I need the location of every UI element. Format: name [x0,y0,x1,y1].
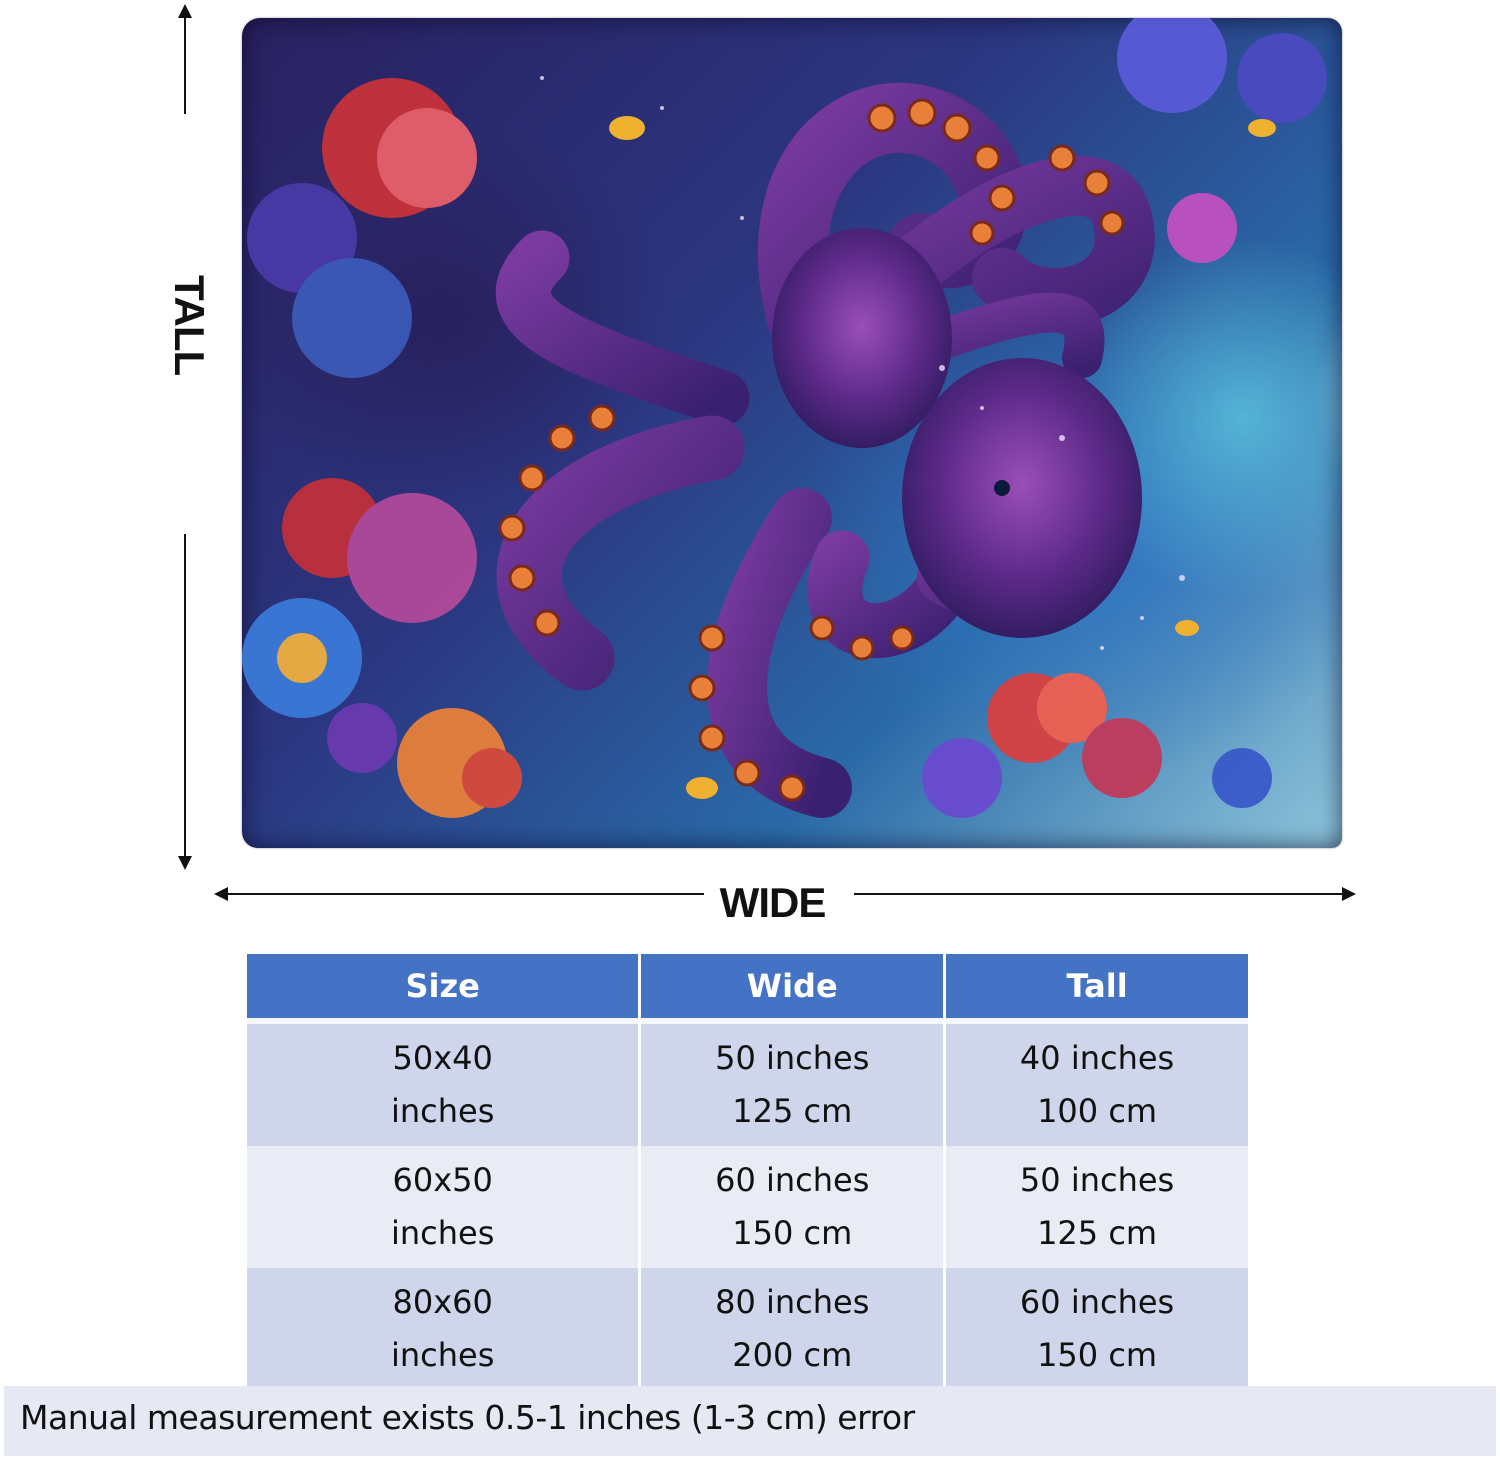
cell-tall: 40 inches 100 cm [946,1024,1248,1146]
size-chart-table: Size Wide Tall 50x40 inches 50 inches 12… [244,954,1251,1390]
tall-inches: 50 inches [1019,1161,1175,1199]
cell-wide: 60 inches 150 cm [641,1146,944,1268]
header-size: Size [247,954,639,1024]
size-value: 50x40 [392,1039,493,1077]
octopus-eye [994,480,1010,496]
cell-wide: 80 inches 200 cm [641,1268,944,1390]
size-unit: inches [390,1092,495,1130]
tall-cm: 125 cm [1037,1214,1158,1252]
tall-inches: 40 inches [1019,1039,1175,1077]
tall-cm: 100 cm [1037,1092,1158,1130]
tall-dimension-arrow [178,4,192,870]
size-unit: inches [390,1336,495,1374]
arrow-line-top [184,14,186,114]
header-tall: Tall [946,954,1248,1024]
tall-inches: 60 inches [1019,1283,1175,1321]
measurement-note-bar [4,1386,1496,1456]
sparkles [540,76,1185,650]
cell-size: 60x50 inches [247,1146,639,1268]
measurement-note: Manual measurement exists 0.5-1 inches (… [20,1398,915,1437]
wide-dimension-arrow [214,887,1356,901]
arrow-line-right [854,893,1346,895]
cell-tall: 60 inches 150 cm [946,1268,1248,1390]
butterflies [609,116,1276,799]
arrow-up-icon [178,4,192,18]
blanket-artwork [242,18,1342,848]
cell-size: 80x60 inches [247,1268,639,1390]
arrow-right-icon [1342,887,1356,901]
octopus-mantle [902,358,1142,638]
wide-inches: 80 inches [715,1283,870,1321]
table-row: 80x60 inches 80 inches 200 cm 60 inches … [247,1268,1248,1390]
flowers-left [242,78,522,818]
arrow-down-icon [178,856,192,870]
size-value: 60x50 [392,1161,493,1199]
wide-inches: 60 inches [715,1161,870,1199]
table-row: 60x50 inches 60 inches 150 cm 50 inches … [247,1146,1248,1268]
arrow-line-left [224,893,704,895]
tall-cm: 150 cm [1037,1336,1158,1374]
wide-cm: 125 cm [732,1092,853,1130]
octopus-illustration [242,18,1327,818]
table-row: 50x40 inches 50 inches 125 cm 40 inches … [247,1024,1248,1146]
arrow-line-bottom [184,534,186,860]
cell-wide: 50 inches 125 cm [641,1024,944,1146]
size-value: 80x60 [392,1283,493,1321]
tall-label: TALL [166,275,213,376]
wide-cm: 200 cm [732,1336,853,1374]
wide-cm: 150 cm [732,1214,853,1252]
header-wide: Wide [641,954,944,1024]
arrow-left-icon [214,887,228,901]
wide-label: WIDE [719,879,827,926]
cell-size: 50x40 inches [247,1024,639,1146]
wide-inches: 50 inches [715,1039,870,1077]
table-header-row: Size Wide Tall [247,954,1248,1024]
flowers-right [922,18,1327,818]
size-unit: inches [390,1214,495,1252]
cell-tall: 50 inches 125 cm [946,1146,1248,1268]
